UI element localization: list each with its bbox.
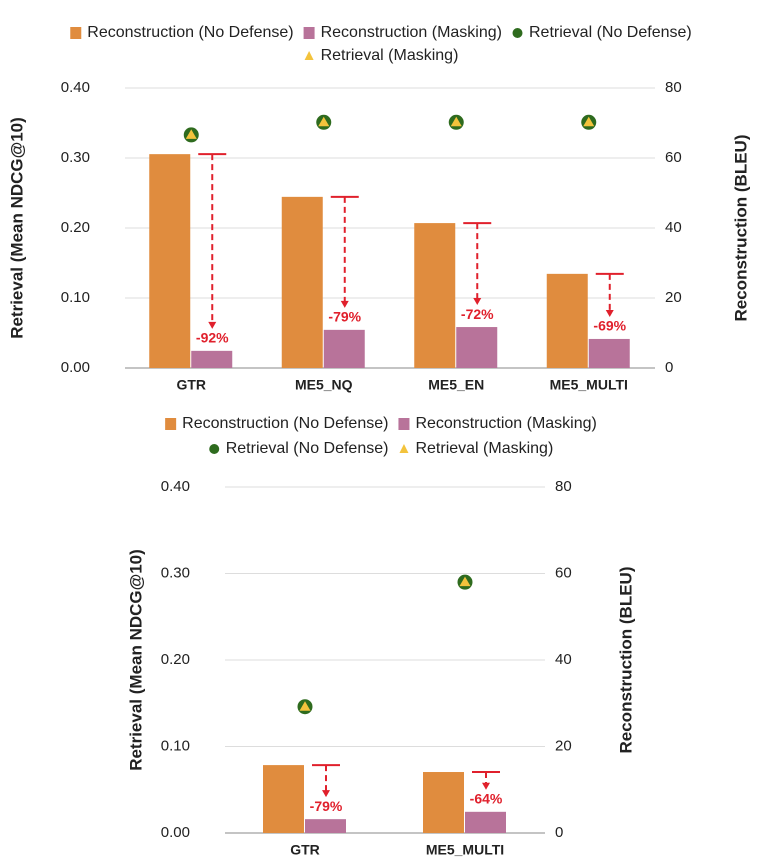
- x-tick-label: ME5_NQ: [295, 377, 353, 393]
- y-tick-label: 0.00: [61, 359, 90, 376]
- legend-swatch: [304, 51, 314, 60]
- chart: 0.00 0.10 0.20 0.30 0.40 0 20 40 60 80 Retrieval (…: [7, 24, 750, 392]
- annotation: -92%: [196, 330, 229, 346]
- annotation-arrowhead: [605, 309, 614, 317]
- x-tick-label: GTR: [290, 842, 320, 858]
- bar: [149, 154, 191, 368]
- y2-tick-label: 20: [665, 289, 682, 306]
- y-axis-title: Retrieval (Mean NDCG@10): [126, 549, 145, 771]
- y2-tick-label: 80: [665, 79, 682, 96]
- y2-axis-title: Reconstruction (BLEU): [731, 135, 750, 322]
- legend-item: Retrieval (Masking): [304, 47, 459, 64]
- y2-tick-label: 60: [555, 564, 572, 581]
- point: [450, 116, 462, 127]
- point: [583, 116, 595, 127]
- legend-swatch: [512, 28, 523, 38]
- legend-label: Reconstruction (Masking): [415, 415, 596, 432]
- annotation: -72%: [461, 306, 494, 322]
- x-tick-label: ME5_MULTI: [550, 377, 628, 393]
- bar: [191, 350, 233, 368]
- annotation-arrowhead: [208, 321, 217, 329]
- bar: [263, 765, 304, 833]
- bar: [281, 196, 323, 368]
- y2-tick-label: 0: [555, 824, 563, 841]
- y-tick-label: 0.20: [161, 651, 190, 668]
- legend-swatch: [399, 444, 409, 453]
- annotation-arrowhead: [482, 782, 490, 790]
- x-tick-label: ME5_EN: [428, 377, 484, 393]
- legend-item: Reconstruction (Masking): [303, 24, 502, 41]
- bar: [305, 819, 346, 833]
- bar: [323, 329, 365, 368]
- legend-item: Retrieval (No Defense): [209, 440, 388, 457]
- annotation: -69%: [593, 318, 626, 334]
- legend-label: Retrieval (No Defense): [226, 440, 389, 457]
- legend-label: Retrieval (No Defense): [529, 24, 692, 41]
- legend-swatch: [70, 27, 82, 39]
- legend-item: Reconstruction (Masking): [398, 415, 597, 432]
- y2-tick-label: 60: [665, 149, 682, 166]
- y2-tick-label: 80: [555, 478, 572, 495]
- y2-tick-label: 0: [665, 359, 673, 376]
- y2-tick-label: 20: [555, 737, 572, 754]
- bar: [588, 338, 630, 368]
- y-tick-label: 0.10: [61, 289, 90, 306]
- legend-label: Reconstruction (No Defense): [182, 415, 388, 432]
- legend-label: Reconstruction (No Defense): [87, 24, 293, 41]
- legend-item: Reconstruction (No Defense): [70, 24, 294, 41]
- y2-tick-label: 40: [665, 219, 682, 236]
- legend-label: Retrieval (Masking): [415, 440, 553, 457]
- legend-swatch: [398, 418, 410, 430]
- annotation-arrowhead: [340, 300, 349, 308]
- bar: [456, 327, 498, 368]
- bar: [465, 811, 506, 833]
- bar: [414, 223, 456, 368]
- point: [299, 701, 311, 711]
- x-tick-label: GTR: [176, 377, 206, 393]
- legend-swatch: [209, 444, 220, 454]
- annotation: -79%: [328, 309, 361, 325]
- y-tick-label: 0.30: [161, 564, 190, 581]
- y-tick-label: 0.10: [161, 737, 190, 754]
- legend-swatch: [165, 418, 177, 430]
- y-tick-label: 0.30: [61, 149, 90, 166]
- legend-label: Reconstruction (Masking): [321, 24, 502, 41]
- legend-swatch: [303, 27, 315, 39]
- y2-axis-title: Reconstruction (BLEU): [616, 567, 635, 754]
- annotation: -64%: [470, 791, 503, 807]
- x-tick-label: ME5_MULTI: [426, 842, 504, 858]
- y-tick-label: 0.20: [61, 219, 90, 236]
- y-tick-label: 0.40: [161, 478, 190, 495]
- point: [185, 129, 197, 139]
- annotation-arrowhead: [473, 298, 482, 306]
- y-tick-label: 0.40: [61, 79, 90, 96]
- legend-item: Retrieval (Masking): [399, 440, 553, 457]
- legend-item: Reconstruction (No Defense): [165, 415, 388, 432]
- legend-label: Retrieval (Masking): [321, 47, 459, 64]
- y-tick-label: 0.00: [161, 824, 190, 841]
- annotation-arrowhead: [322, 790, 330, 798]
- legend-item: Retrieval (No Defense): [512, 24, 692, 41]
- chart: 0.00 0.10 0.20 0.30 0.40 0 20 40 60 80 Retrieval (…: [126, 415, 635, 857]
- annotation: -79%: [310, 798, 343, 814]
- y2-tick-label: 40: [555, 651, 572, 668]
- bar: [423, 772, 464, 833]
- y-axis-title: Retrieval (Mean NDCG@10): [7, 117, 26, 339]
- point: [318, 116, 330, 127]
- bar: [546, 273, 588, 368]
- point: [459, 576, 471, 587]
